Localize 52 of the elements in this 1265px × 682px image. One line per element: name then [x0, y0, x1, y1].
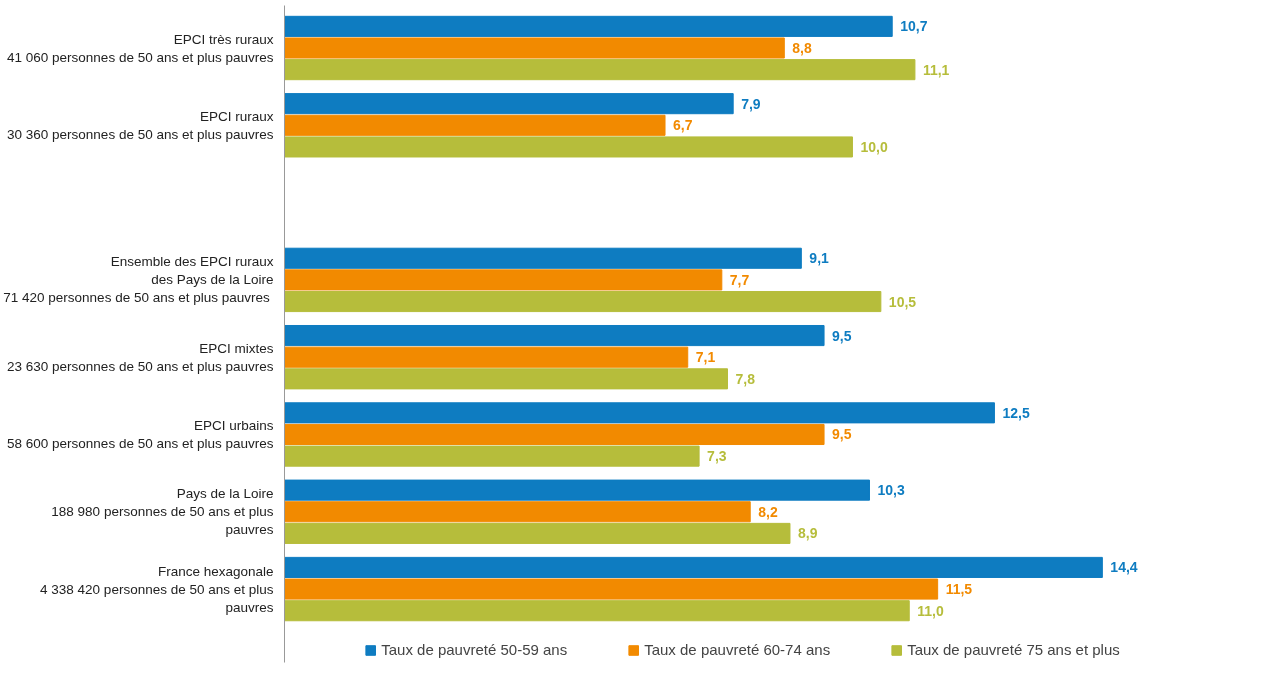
data-label: 8,2 — [758, 503, 778, 520]
bar — [284, 269, 723, 291]
data-label: 11,5 — [945, 581, 973, 598]
bar — [284, 325, 825, 347]
y-tick-label: EPCI mixtes 23 630 personnes de 50 ans et plus pauvres — [7, 340, 274, 374]
y-tick-label: France hexagonale 4 338 420 personnes de 50 ans et plus pauvres — [40, 563, 274, 615]
bar — [284, 59, 916, 81]
bar — [284, 247, 802, 269]
bar — [284, 600, 910, 622]
y-tick-label: Ensemble des EPCI ruraux des Pays de la Loire 71 420 personnes de 50 ans et plus pauvres — [3, 254, 274, 306]
bar — [284, 290, 882, 313]
data-label: 10,7 — [900, 18, 928, 35]
bar — [284, 114, 666, 136]
data-label: 10,0 — [860, 138, 888, 155]
data-label: 11,1 — [922, 61, 950, 78]
data-label: 9,5 — [832, 327, 852, 344]
bar — [284, 93, 734, 115]
data-label: 7,9 — [741, 95, 761, 112]
y-tick-label: EPCI urbains 58 600 personnes de 50 ans et plus pauvres — [7, 417, 274, 451]
data-label: 10,3 — [877, 482, 905, 499]
data-label: 11,0 — [917, 602, 944, 619]
data-label: 8,9 — [797, 525, 818, 542]
bar — [284, 15, 893, 37]
legend-label: Taux de pauvreté 50-59 ans — [381, 641, 568, 658]
bar — [284, 501, 751, 523]
bar — [284, 578, 939, 600]
bar — [284, 556, 1103, 578]
data-label: 9,1 — [809, 250, 830, 267]
bar — [284, 346, 689, 368]
data-label: 10,5 — [888, 293, 917, 310]
bar — [284, 368, 729, 390]
bar — [284, 522, 791, 544]
bar — [284, 37, 785, 59]
bar — [284, 479, 870, 501]
data-label: 7,3 — [707, 448, 727, 465]
bar — [284, 445, 700, 467]
bar — [284, 136, 853, 158]
data-label: 14,4 — [1110, 559, 1138, 576]
data-label: 7,8 — [735, 370, 756, 387]
data-label: 12,5 — [1002, 404, 1030, 421]
data-label: 7,1 — [695, 349, 716, 366]
bar — [284, 402, 995, 424]
data-label: 7,7 — [729, 271, 750, 288]
data-label: 9,5 — [832, 426, 852, 443]
data-label: 8,8 — [792, 40, 812, 57]
y-tick-label: EPCI très ruraux 41 060 personnes de 50 ans et plus pauvres — [7, 31, 274, 65]
y-tick-label: Pays de la Loire 188 980 personnes de 50 ans et plus pauvres — [51, 486, 274, 538]
data-label: 6,7 — [673, 117, 693, 134]
legend-label: Taux de pauvreté 75 ans et plus — [907, 641, 1120, 658]
bar — [284, 423, 825, 446]
legend-label: Taux de pauvreté 60-74 ans — [644, 641, 831, 658]
y-tick-label: EPCI ruraux 30 360 personnes de 50 ans et plus pauvres — [7, 108, 274, 142]
